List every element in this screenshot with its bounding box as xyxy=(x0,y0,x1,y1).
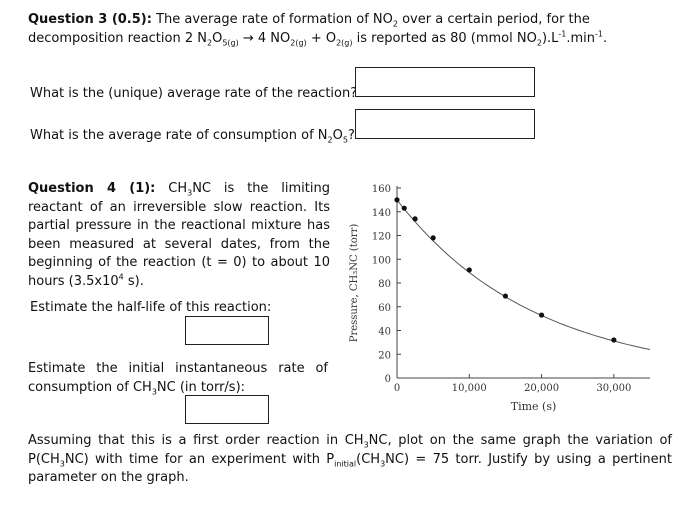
first-order-plot-instruction: Assuming that this is a first order reac… xyxy=(28,433,672,486)
question-3-statement: Question 3 (0.5): The average rate of fo… xyxy=(28,12,608,48)
half-life-answer-box[interactable] xyxy=(185,316,269,345)
y-tick-label: 60 xyxy=(378,303,391,314)
initial-rate-answer-box[interactable] xyxy=(185,395,269,424)
data-point xyxy=(412,216,418,222)
y-tick-label: 40 xyxy=(378,327,391,338)
x-axis-label: Time (s) xyxy=(511,400,557,413)
data-point xyxy=(430,235,436,241)
initial-rate-prompt: Estimate the initial instantaneous rate … xyxy=(28,361,328,397)
pressure-time-chart-svg: 0 20 40 60 80 100 120 140 160 0 10,000 20,000 30,000… xyxy=(349,184,651,413)
y-axis-label: Pressure, CH₃NC (torr) xyxy=(349,224,360,343)
decay-curve-line xyxy=(396,199,651,350)
y-tick-label: 20 xyxy=(378,350,391,361)
y-tick-label: 80 xyxy=(378,279,391,290)
data-point xyxy=(538,312,545,318)
x-tick-label: 20,000 xyxy=(524,383,559,394)
y-tick-label: 0 xyxy=(385,374,391,385)
data-point xyxy=(502,293,509,299)
half-life-prompt: Estimate the half-life of this reaction: xyxy=(30,300,272,315)
pressure-time-chart: 0 20 40 60 80 100 120 140 160 0 10,000 20,000 30,000… xyxy=(345,178,660,421)
data-point xyxy=(466,267,472,273)
y-tick-label: 120 xyxy=(372,232,391,243)
question-4-heading: Question 4 (1): xyxy=(28,181,156,196)
question-3-heading: Question 3 (0.5): xyxy=(28,12,152,27)
n2o5-consumption-prompt: What is the average rate of consumption … xyxy=(30,128,355,145)
question-4-statement: Question 4 (1): CH3NC is the limiting re… xyxy=(28,181,330,289)
average-rate-prompt: What is the (unique) average rate of the… xyxy=(30,86,358,101)
n2o5-consumption-answer-box[interactable] xyxy=(355,109,535,139)
y-tick-label: 100 xyxy=(372,255,391,266)
data-point xyxy=(611,337,617,343)
average-rate-answer-box[interactable] xyxy=(355,67,535,97)
x-tick-label: 0 xyxy=(394,383,400,394)
y-tick-label: 140 xyxy=(372,208,391,219)
x-tick-label: 10,000 xyxy=(452,383,487,394)
y-tick-label: 160 xyxy=(372,184,391,195)
data-point xyxy=(394,197,400,203)
x-tick-label: 30,000 xyxy=(596,383,631,394)
data-point xyxy=(401,205,407,211)
